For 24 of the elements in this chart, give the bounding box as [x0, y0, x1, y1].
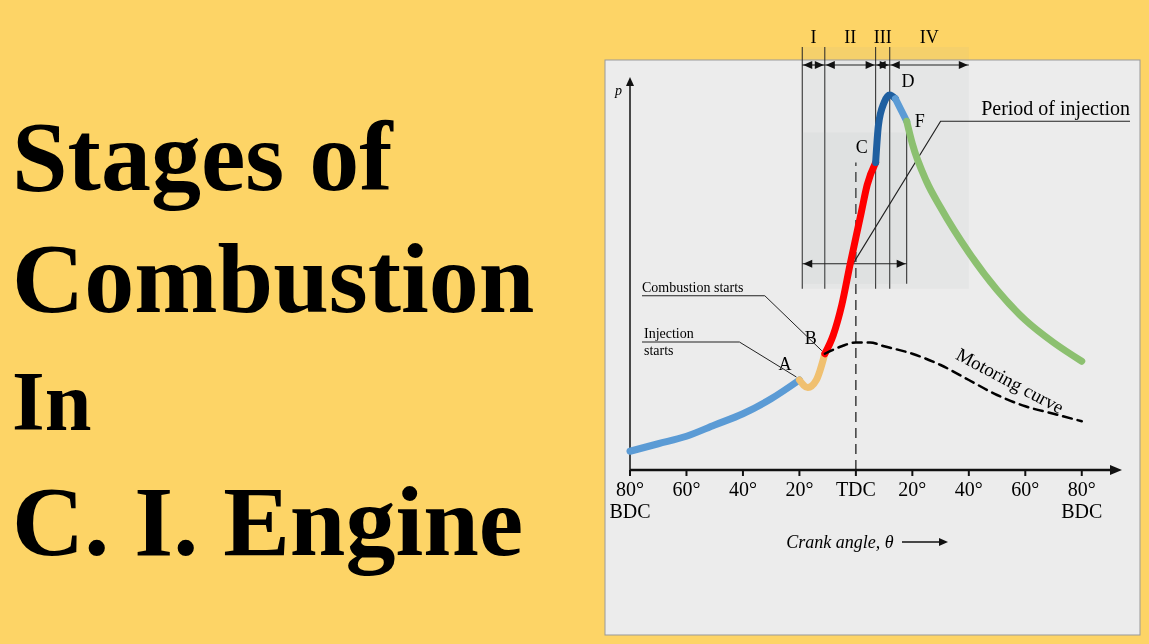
annotation: Combustion starts [642, 279, 744, 295]
annotation: D [901, 70, 915, 91]
x-tick-label: 40° [954, 478, 983, 500]
x-tick-label: 60° [1011, 478, 1040, 500]
annotation: F [914, 111, 925, 132]
x-tick-label: 20° [785, 478, 814, 500]
x-tick-label: 80° BDC [1061, 478, 1103, 522]
annotation: C [855, 136, 868, 157]
band-label: IV [919, 27, 939, 47]
x-tick-label: TDC [835, 478, 876, 500]
x-tick-label: 20° [898, 478, 927, 500]
y-axis-title: p [614, 83, 622, 98]
band-label: I [810, 27, 817, 47]
band-label: III [873, 27, 892, 47]
band-label: Period of injection [981, 97, 1130, 121]
annotation: B [804, 327, 817, 348]
annotation: A [778, 354, 792, 374]
annotation: Injection starts [644, 326, 694, 358]
band-label: II [844, 27, 857, 47]
x-tick-label: 40° [728, 478, 757, 500]
text: Stages of Combustion In C. I. Engine [12, 101, 535, 577]
x-tick-label: 80° BDC [609, 478, 651, 522]
x-axis-title: Crank angle, θ [786, 532, 894, 552]
x-tick-label: 60° [672, 478, 701, 500]
